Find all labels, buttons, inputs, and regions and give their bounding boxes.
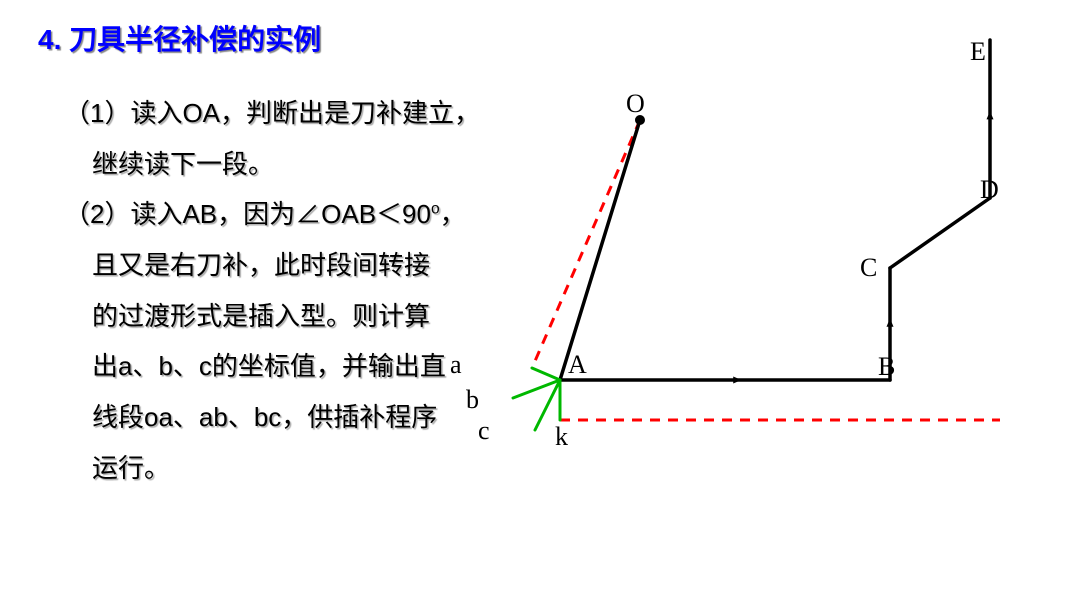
p1-line2: 继续读下一段。	[64, 139, 496, 190]
p2-line3: 的过渡形式是插入型。则计算	[64, 291, 496, 342]
svg-text:E: E	[970, 37, 986, 66]
p2-line1: （2）读入AB，因为∠OAB＜90o，	[64, 189, 496, 240]
svg-text:B: B	[878, 352, 895, 381]
svg-text:D: D	[980, 175, 999, 204]
p2a-text: （2）读入AB，因为∠OAB＜90	[64, 199, 431, 229]
svg-text:a: a	[450, 350, 462, 379]
svg-text:O: O	[626, 89, 645, 118]
section-title: 4. 刀具半径补偿的实例	[38, 18, 321, 58]
p2-line6: 运行。	[64, 443, 496, 494]
svg-text:A: A	[568, 350, 587, 379]
svg-text:b: b	[466, 385, 479, 414]
p2-line5: 线段oa、ab、bc，供插补程序	[64, 392, 496, 443]
p1-line1: （1）读入OA，判断出是刀补建立，	[64, 88, 496, 139]
svg-text:c: c	[478, 416, 490, 445]
p2-line4: 出a、b、c的坐标值，并输出直	[64, 341, 496, 392]
body-paragraphs: （1）读入OA，判断出是刀补建立， 继续读下一段。 （2）读入AB，因为∠OAB…	[64, 88, 496, 494]
degree-sup: o	[431, 201, 440, 218]
svg-text:C: C	[860, 253, 877, 282]
p2-line2: 且又是右刀补，此时段间转接	[64, 240, 496, 291]
tool-compensation-diagram: O A B C D Eabc k	[440, 20, 1060, 500]
svg-text:k: k	[555, 422, 568, 451]
